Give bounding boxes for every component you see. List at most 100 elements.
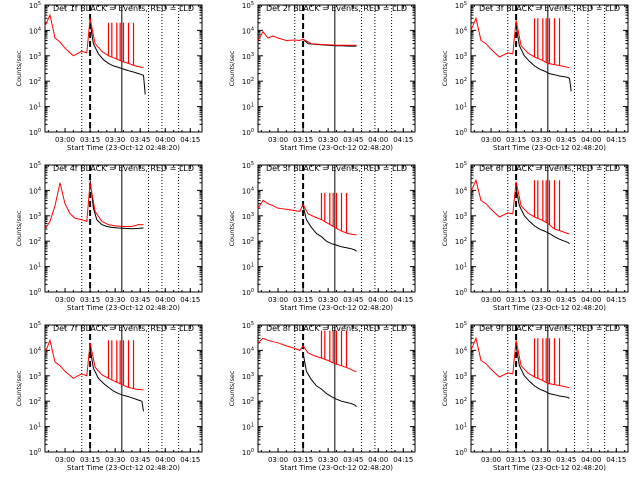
lld-series-line [44, 338, 144, 391]
y-tick-label: 102 [29, 77, 41, 86]
events-series-line [89, 348, 144, 412]
panel-title: Det 7f BLACK = Events, RED = LLD [53, 324, 194, 333]
y-tick-label: 101 [455, 103, 467, 112]
panel-title: Det 4f BLACK = Events, RED = LLD [53, 164, 194, 173]
y-axis-label: Counts/sec [228, 50, 236, 86]
x-axis-label: Start Time (23-Oct-12 02:48:20) [67, 304, 180, 312]
y-tick-label: 103 [455, 372, 467, 381]
y-axis-label: Counts/sec [15, 210, 23, 246]
events-series-line [515, 25, 572, 92]
y-tick-label: 102 [455, 397, 467, 406]
lld-series-line [470, 336, 570, 388]
x-tick-label: 03:00 [55, 456, 75, 464]
y-tick-label: 102 [29, 237, 41, 246]
y-tick-label: 101 [242, 423, 254, 432]
y-tick-label: 101 [455, 423, 467, 432]
y-axis-label: Counts/sec [228, 370, 236, 406]
x-axis-label: Start Time (23-Oct-12 02:48:20) [280, 464, 393, 472]
y-axis-label: Counts/sec [441, 210, 449, 246]
x-tick-label: 04:15 [180, 296, 200, 304]
y-tick-label: 100 [242, 448, 254, 457]
y-tick-label: 104 [455, 186, 467, 195]
x-tick-label: 03:45 [556, 136, 576, 144]
y-tick-label: 100 [29, 128, 41, 137]
y-tick-label: 105 [455, 1, 467, 10]
y-tick-label: 105 [455, 321, 467, 330]
x-tick-label: 04:15 [606, 136, 626, 144]
y-tick-label: 104 [455, 346, 467, 355]
y-tick-label: 100 [29, 288, 41, 297]
x-tick-label: 03:15 [80, 456, 100, 464]
x-axis-label: Start Time (23-Oct-12 02:48:20) [493, 464, 606, 472]
x-tick-label: 04:00 [155, 456, 175, 464]
y-tick-label: 100 [455, 288, 467, 297]
lld-series-line [44, 13, 144, 68]
x-tick-label: 04:00 [581, 296, 601, 304]
y-tick-label: 100 [242, 128, 254, 137]
x-tick-label: 03:45 [343, 136, 363, 144]
x-tick-label: 03:30 [105, 136, 125, 144]
lld-series-line [257, 199, 357, 236]
panel-8: 100 101 102 103 104 105 03:00 03:15 03:30 03:45 04… [228, 321, 416, 472]
y-tick-label: 103 [242, 52, 254, 61]
x-tick-label: 03:00 [481, 136, 501, 144]
x-tick-label: 03:15 [293, 296, 313, 304]
panel-title: Det 5f BLACK = Events, RED = LLD [266, 164, 407, 173]
y-tick-label: 105 [455, 161, 467, 170]
y-tick-label: 105 [242, 321, 254, 330]
y-tick-label: 102 [455, 77, 467, 86]
y-axis-label: Counts/sec [441, 370, 449, 406]
x-tick-label: 03:45 [556, 456, 576, 464]
x-tick-label: 03:15 [293, 456, 313, 464]
x-tick-label: 04:00 [581, 456, 601, 464]
y-axis-label: Counts/sec [15, 370, 23, 406]
y-tick-label: 100 [29, 448, 41, 457]
events-series-line [302, 352, 357, 408]
x-tick-label: 03:15 [293, 136, 313, 144]
x-tick-label: 04:15 [606, 296, 626, 304]
x-tick-label: 03:30 [105, 296, 125, 304]
y-tick-label: 105 [242, 161, 254, 170]
y-tick-label: 103 [242, 372, 254, 381]
panel-4: 100 101 102 103 104 105 03:00 03:15 03:30 03:45 04… [15, 161, 203, 312]
x-tick-label: 03:15 [506, 296, 526, 304]
lld-series-line [470, 16, 570, 68]
panel-6: 100 101 102 103 104 105 03:00 03:15 03:30 03:45 04… [441, 161, 629, 312]
y-tick-label: 105 [242, 1, 254, 10]
events-series-line [89, 22, 146, 95]
y-tick-label: 104 [29, 186, 41, 195]
y-axis-label: Counts/sec [228, 210, 236, 246]
x-tick-label: 03:00 [55, 296, 75, 304]
events-series-line [302, 205, 357, 252]
x-tick-label: 03:45 [343, 456, 363, 464]
panel-title: Det 3f BLACK = Events, RED = LLD [479, 4, 620, 13]
y-tick-label: 103 [29, 52, 41, 61]
x-axis-label: Start Time (23-Oct-12 02:48:20) [493, 144, 606, 152]
x-tick-label: 03:15 [80, 296, 100, 304]
x-axis-label: Start Time (23-Oct-12 02:48:20) [493, 304, 606, 312]
x-tick-label: 03:00 [268, 296, 288, 304]
x-tick-label: 04:15 [393, 456, 413, 464]
events-series-line [515, 345, 570, 399]
y-tick-label: 100 [242, 288, 254, 297]
x-tick-label: 03:00 [55, 136, 75, 144]
y-tick-label: 103 [455, 212, 467, 221]
x-axis-label: Start Time (23-Oct-12 02:48:20) [280, 304, 393, 312]
panel-1: 100 101 102 103 104 105 03:00 03:15 03:30 03:45 04… [15, 1, 203, 152]
lld-series-line [470, 178, 570, 235]
x-axis-label: Start Time (23-Oct-12 02:48:20) [67, 464, 180, 472]
panel-title: Det 8f BLACK = Events, RED = LLD [266, 324, 407, 333]
x-tick-label: 03:45 [130, 456, 150, 464]
y-tick-label: 103 [29, 372, 41, 381]
y-tick-label: 102 [242, 77, 254, 86]
x-tick-label: 04:15 [606, 456, 626, 464]
x-tick-label: 04:00 [155, 296, 175, 304]
y-tick-label: 102 [242, 397, 254, 406]
panel-title: Det 6f BLACK = Events, RED = LLD [479, 164, 620, 173]
x-tick-label: 03:15 [506, 136, 526, 144]
x-tick-label: 04:00 [368, 456, 388, 464]
x-tick-label: 03:00 [481, 456, 501, 464]
y-axis-label: Counts/sec [15, 50, 23, 86]
y-tick-label: 104 [29, 346, 41, 355]
